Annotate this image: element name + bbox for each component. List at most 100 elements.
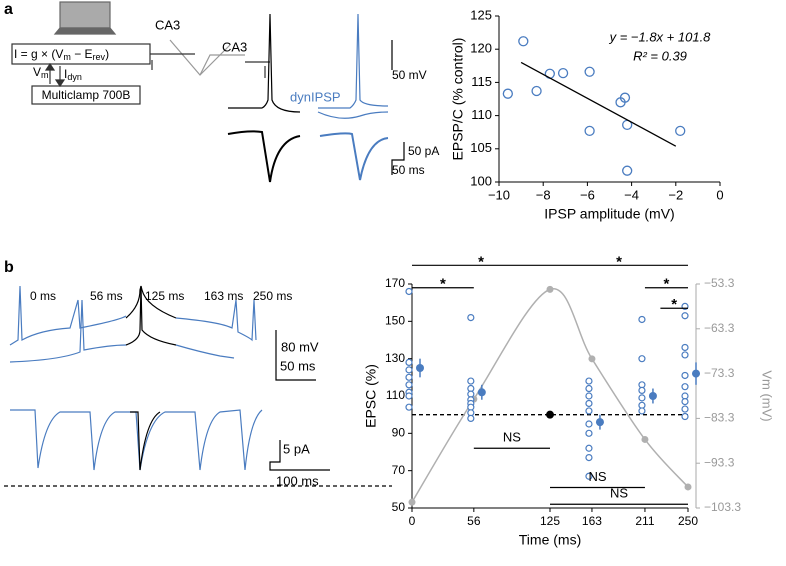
point	[585, 407, 593, 415]
panel-label: b	[4, 259, 14, 276]
control-point	[546, 410, 554, 419]
point	[405, 392, 413, 400]
scale-label: 80 mV	[281, 339, 319, 354]
bracket-label: *	[671, 296, 677, 313]
point	[681, 412, 689, 421]
y-tick-label: 105	[470, 140, 492, 155]
y-tick-label: 150	[385, 314, 405, 328]
point	[638, 386, 646, 394]
scale-label: 50 pA	[408, 144, 439, 158]
traces-a	[227, 13, 405, 183]
idyn-label: Idyn	[64, 67, 82, 82]
y-tick-label: 125	[470, 7, 492, 22]
point	[585, 377, 593, 385]
point	[405, 287, 413, 296]
x-tick-label: −4	[624, 187, 639, 202]
x-tick-label: −8	[536, 187, 551, 202]
x-tick-label: −2	[668, 187, 683, 202]
point	[619, 92, 631, 103]
x-tick-label: −10	[488, 187, 510, 202]
fit-line	[520, 61, 677, 147]
point	[681, 343, 689, 352]
dyn-label: dynIPSP	[290, 89, 341, 104]
point	[585, 392, 593, 400]
point	[681, 383, 689, 391]
point	[585, 444, 593, 452]
mean-point	[692, 369, 700, 378]
bracket-label: NS	[610, 486, 628, 501]
y-tick-label: 50	[392, 500, 406, 514]
point	[518, 36, 529, 47]
scale-label: 50 ms	[392, 163, 425, 177]
timing-label: 0 ms	[30, 289, 56, 303]
cell-label: CA3	[155, 17, 180, 32]
x-axis-label: Time (ms)	[519, 532, 581, 548]
vm-point	[546, 285, 554, 293]
point	[681, 405, 689, 413]
timing-label: 125 ms	[145, 289, 184, 303]
panel-label: a	[4, 1, 13, 18]
x-tick-label: 250	[678, 514, 698, 528]
x-tick-label: 211	[635, 514, 654, 528]
point	[681, 312, 689, 320]
point	[467, 314, 475, 322]
point	[638, 394, 646, 402]
x-tick-label: 56	[467, 514, 481, 528]
point	[584, 66, 595, 77]
y-tick-label: 100	[470, 173, 492, 188]
point	[638, 355, 646, 363]
y2-tick-label: −93.3	[704, 455, 735, 469]
point	[405, 403, 413, 411]
scale-label: 100 ms	[276, 473, 319, 488]
point	[638, 315, 646, 324]
vm-line	[411, 288, 689, 503]
point	[675, 125, 686, 137]
point	[638, 407, 646, 415]
point	[681, 371, 689, 380]
amplifier-label: Multiclamp 700B	[42, 88, 131, 102]
x-tick-label: 125	[540, 514, 560, 528]
y2-tick-label: −83.3	[704, 411, 735, 425]
point	[405, 358, 413, 366]
scale-label: 5 pA	[283, 441, 310, 456]
y2-tick-label: −63.3	[704, 321, 735, 335]
point	[585, 472, 593, 480]
point	[622, 165, 633, 176]
timing-label: 250 ms	[253, 289, 292, 303]
y-tick-label: 115	[471, 74, 492, 89]
point	[585, 420, 593, 428]
point	[467, 414, 475, 422]
point	[585, 429, 593, 437]
vm-point	[588, 355, 596, 363]
timing-label: 163 ms	[204, 289, 243, 303]
x-tick-label: 0	[409, 514, 416, 528]
vm-label: Vm	[33, 65, 49, 80]
y-axis-label: EPSP/C (% control)	[450, 38, 466, 161]
scale-label: 50 mV	[392, 68, 427, 82]
point	[557, 67, 569, 79]
bracket-label: NS	[503, 430, 521, 445]
scale-label: 50 ms	[280, 358, 316, 373]
x-tick-label: 163	[582, 514, 602, 528]
point	[405, 381, 413, 389]
y-tick-label: 120	[470, 41, 492, 56]
mean-point	[648, 392, 657, 400]
point	[681, 398, 689, 406]
point	[502, 88, 513, 99]
annotation: y = −1.8x + 101.8	[609, 29, 712, 44]
vm-point	[684, 483, 692, 491]
point	[405, 366, 413, 374]
y-axis-label: EPSC (%)	[363, 364, 379, 428]
y-tick-label: 170	[385, 276, 405, 290]
y2-tick-label: −53.3	[704, 276, 735, 290]
bracket-label: *	[664, 276, 670, 293]
y-tick-label: 130	[385, 351, 405, 365]
traces-b	[4, 285, 392, 487]
point	[585, 384, 593, 393]
y2-tick-label: −103.3	[704, 500, 741, 514]
bracket-label: NS	[588, 469, 606, 484]
equation: I = g × (Vm − Erev)	[14, 47, 109, 62]
cell-label: CA3	[222, 39, 247, 54]
point	[585, 399, 593, 408]
